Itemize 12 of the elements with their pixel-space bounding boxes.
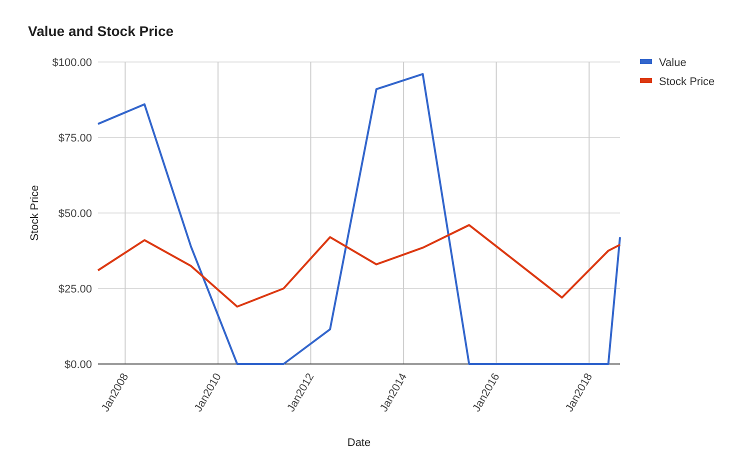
- y-tick-label: $75.00: [58, 132, 92, 144]
- line-series: [97, 224, 621, 308]
- line-series: [97, 73, 621, 365]
- chart-title: Value and Stock Price: [28, 23, 174, 39]
- y-tick-label: $0.00: [64, 358, 92, 371]
- legend-label: Value: [659, 56, 686, 69]
- y-tick-label: $50.00: [58, 208, 92, 220]
- legend-label: Stock Price: [659, 76, 715, 88]
- y-tick-label: $25.00: [58, 283, 92, 296]
- x-axis-title: Date: [347, 437, 371, 449]
- y-tick-label: $100.00: [52, 56, 92, 69]
- y-axis-title: Stock Price: [29, 185, 41, 241]
